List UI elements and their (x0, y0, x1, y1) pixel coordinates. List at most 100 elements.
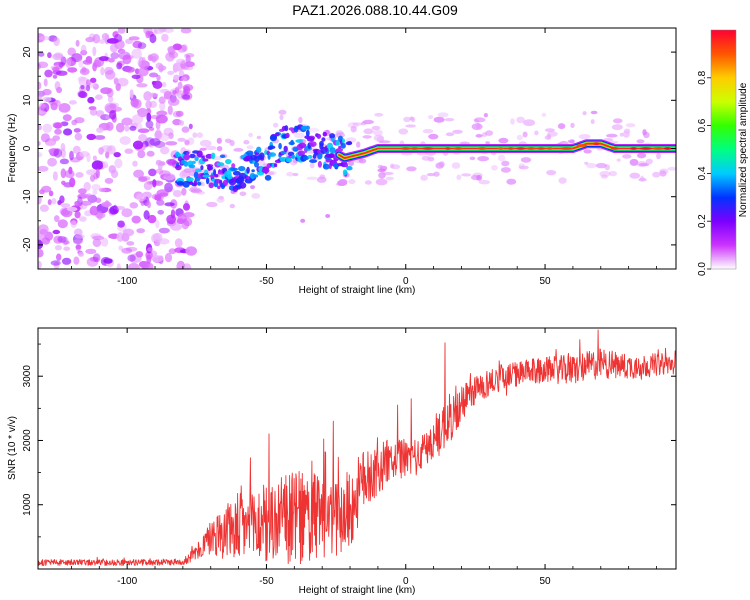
spectrogram-noise-cell (90, 77, 97, 84)
spectrogram-noise-cell (165, 52, 175, 62)
spectrogram-noise-cell (149, 138, 161, 146)
spectrogram-ridge-cell (301, 125, 308, 130)
spectrogram-noise-cell (86, 152, 91, 163)
spectrogram-noise-cell (73, 128, 81, 133)
spectrogram-ridge-cell (186, 177, 194, 182)
spectrogram-noise-cell (38, 81, 42, 90)
spectrogram-ridge-cell (260, 156, 264, 161)
spectrogram-haze-cell (476, 122, 481, 129)
spectrogram-noise-cell (156, 110, 168, 117)
spectrogram-haze-cell (426, 173, 436, 177)
spectrogram-noise-cell (180, 28, 192, 34)
spectrogram-noise-cell (92, 253, 101, 263)
spectrogram-noise-cell (80, 44, 87, 54)
spectrogram-ridge-cell (227, 174, 233, 180)
spectrogram-noise-cell (163, 90, 172, 100)
spectrogram-ridge-cell (309, 141, 317, 148)
spectrogram-noise-cell (153, 28, 165, 34)
spectrogram-noise-cell (95, 110, 105, 117)
spectrogram-noise-cell (105, 121, 114, 131)
spectrogram-noise-cell (63, 246, 71, 251)
spectrogram-haze-cell (338, 178, 348, 186)
spectrogram-ytick-label: 10 (22, 94, 33, 106)
spectrogram-haze-cell (547, 131, 558, 137)
spectrogram-noise-cell (63, 128, 73, 136)
spectrogram-ytick-label: -10 (22, 189, 33, 204)
spectrogram-noise-cell (54, 245, 62, 251)
spectrogram-noise-cell (60, 168, 67, 179)
spectrogram-noise-cell (155, 114, 168, 124)
spectrogram-ridge-cell (344, 163, 349, 168)
spectrogram-noise-cell (78, 216, 87, 222)
spectrogram-noise-cell (42, 123, 52, 133)
spectrogram-noise-cell (121, 208, 133, 218)
spectrogram-ridge-cell (251, 169, 255, 173)
spectrogram-ridge-cell (252, 174, 259, 178)
spectrogram-peak-cell (610, 147, 620, 150)
spectrogram-noise-cell (41, 185, 52, 193)
spectrogram-cells (38, 28, 676, 269)
spectrogram-noise-cell (85, 36, 95, 43)
spectrogram-noise-cell (92, 46, 97, 57)
spectrogram-peak-cell (639, 147, 653, 150)
spectrogram-haze-cell (309, 162, 315, 169)
spectrogram-haze-cell (216, 197, 225, 203)
spectrogram-noise-cell (104, 66, 114, 75)
spectrogram-ridge-cell (264, 150, 268, 155)
spectrogram-noise-cell (68, 166, 73, 175)
spectrogram-ridge-cell (208, 182, 214, 189)
spectrogram-noise-cell (135, 251, 144, 258)
spectrogram-ridge-cell (217, 185, 221, 190)
spectrogram-haze-cell (546, 170, 557, 176)
spectrogram-noise-cell (118, 245, 123, 251)
spectrogram-noise-cell (153, 29, 158, 35)
spectrogram-ridge-cell (205, 177, 210, 185)
spectrogram-noise-cell (131, 114, 144, 124)
spectrogram-noise-cell (89, 108, 98, 116)
spectrogram-noise-cell (131, 74, 141, 80)
spectrogram-haze-cell (586, 162, 597, 169)
spectrogram-haze-cell (656, 152, 661, 160)
spectrogram-noise-cell (174, 238, 183, 248)
plot-title: PAZ1.2026.088.10.44.G09 (292, 2, 458, 18)
spectrogram-noise-cell (98, 187, 106, 193)
spectrogram-noise-cell (104, 200, 110, 208)
spectrogram-ridge-cell (207, 164, 211, 172)
snr-xtick-label: -50 (259, 576, 274, 587)
spectrogram-haze-cell (659, 168, 669, 175)
spectrogram-haze-cell (619, 132, 624, 137)
spectrogram-noise-cell (167, 105, 173, 115)
spectrogram-haze-cell (378, 172, 386, 179)
spectrogram-ridge-cell (183, 154, 190, 161)
spectrogram-ridge-cell (268, 152, 277, 157)
spectrogram-haze-cell (445, 132, 455, 137)
spectrogram-noise-cell (61, 257, 72, 265)
spectrogram-ridge-cell (222, 179, 228, 186)
spectrogram-haze-cell (406, 166, 417, 172)
spectrogram-noise-cell (85, 79, 91, 86)
spectrogram-haze-cell (256, 135, 262, 140)
spectrogram-noise-cell (83, 181, 91, 191)
spectrogram-haze-cell (251, 193, 261, 199)
spectrogram-noise-cell (184, 61, 195, 68)
spectrogram-noise-cell (39, 204, 49, 212)
spectrogram-peak-cell (477, 147, 488, 150)
spectrogram-peak-cell (515, 147, 526, 150)
spectrogram-haze-cell (352, 122, 364, 126)
snr-series (38, 329, 676, 567)
spectrogram-ridge-cell (213, 169, 217, 176)
spectrogram-peak-cell (444, 147, 451, 150)
spectrogram-noise-cell (92, 238, 102, 248)
spectrogram-ridge-cell (338, 145, 342, 150)
spectrogram-noise-cell (38, 51, 45, 57)
spectrogram-haze-cell (557, 123, 566, 130)
spectrogram-noise-cell (130, 254, 138, 264)
spectrogram-noise-cell (177, 137, 186, 142)
spectrogram-haze-cell (293, 132, 305, 139)
spectrogram-haze-cell (608, 170, 618, 177)
spectrogram-noise-cell (50, 260, 61, 266)
spectrogram-haze-cell (216, 146, 223, 152)
spectrogram-noise-cell (54, 215, 60, 223)
spectrogram-noise-cell (38, 124, 42, 131)
